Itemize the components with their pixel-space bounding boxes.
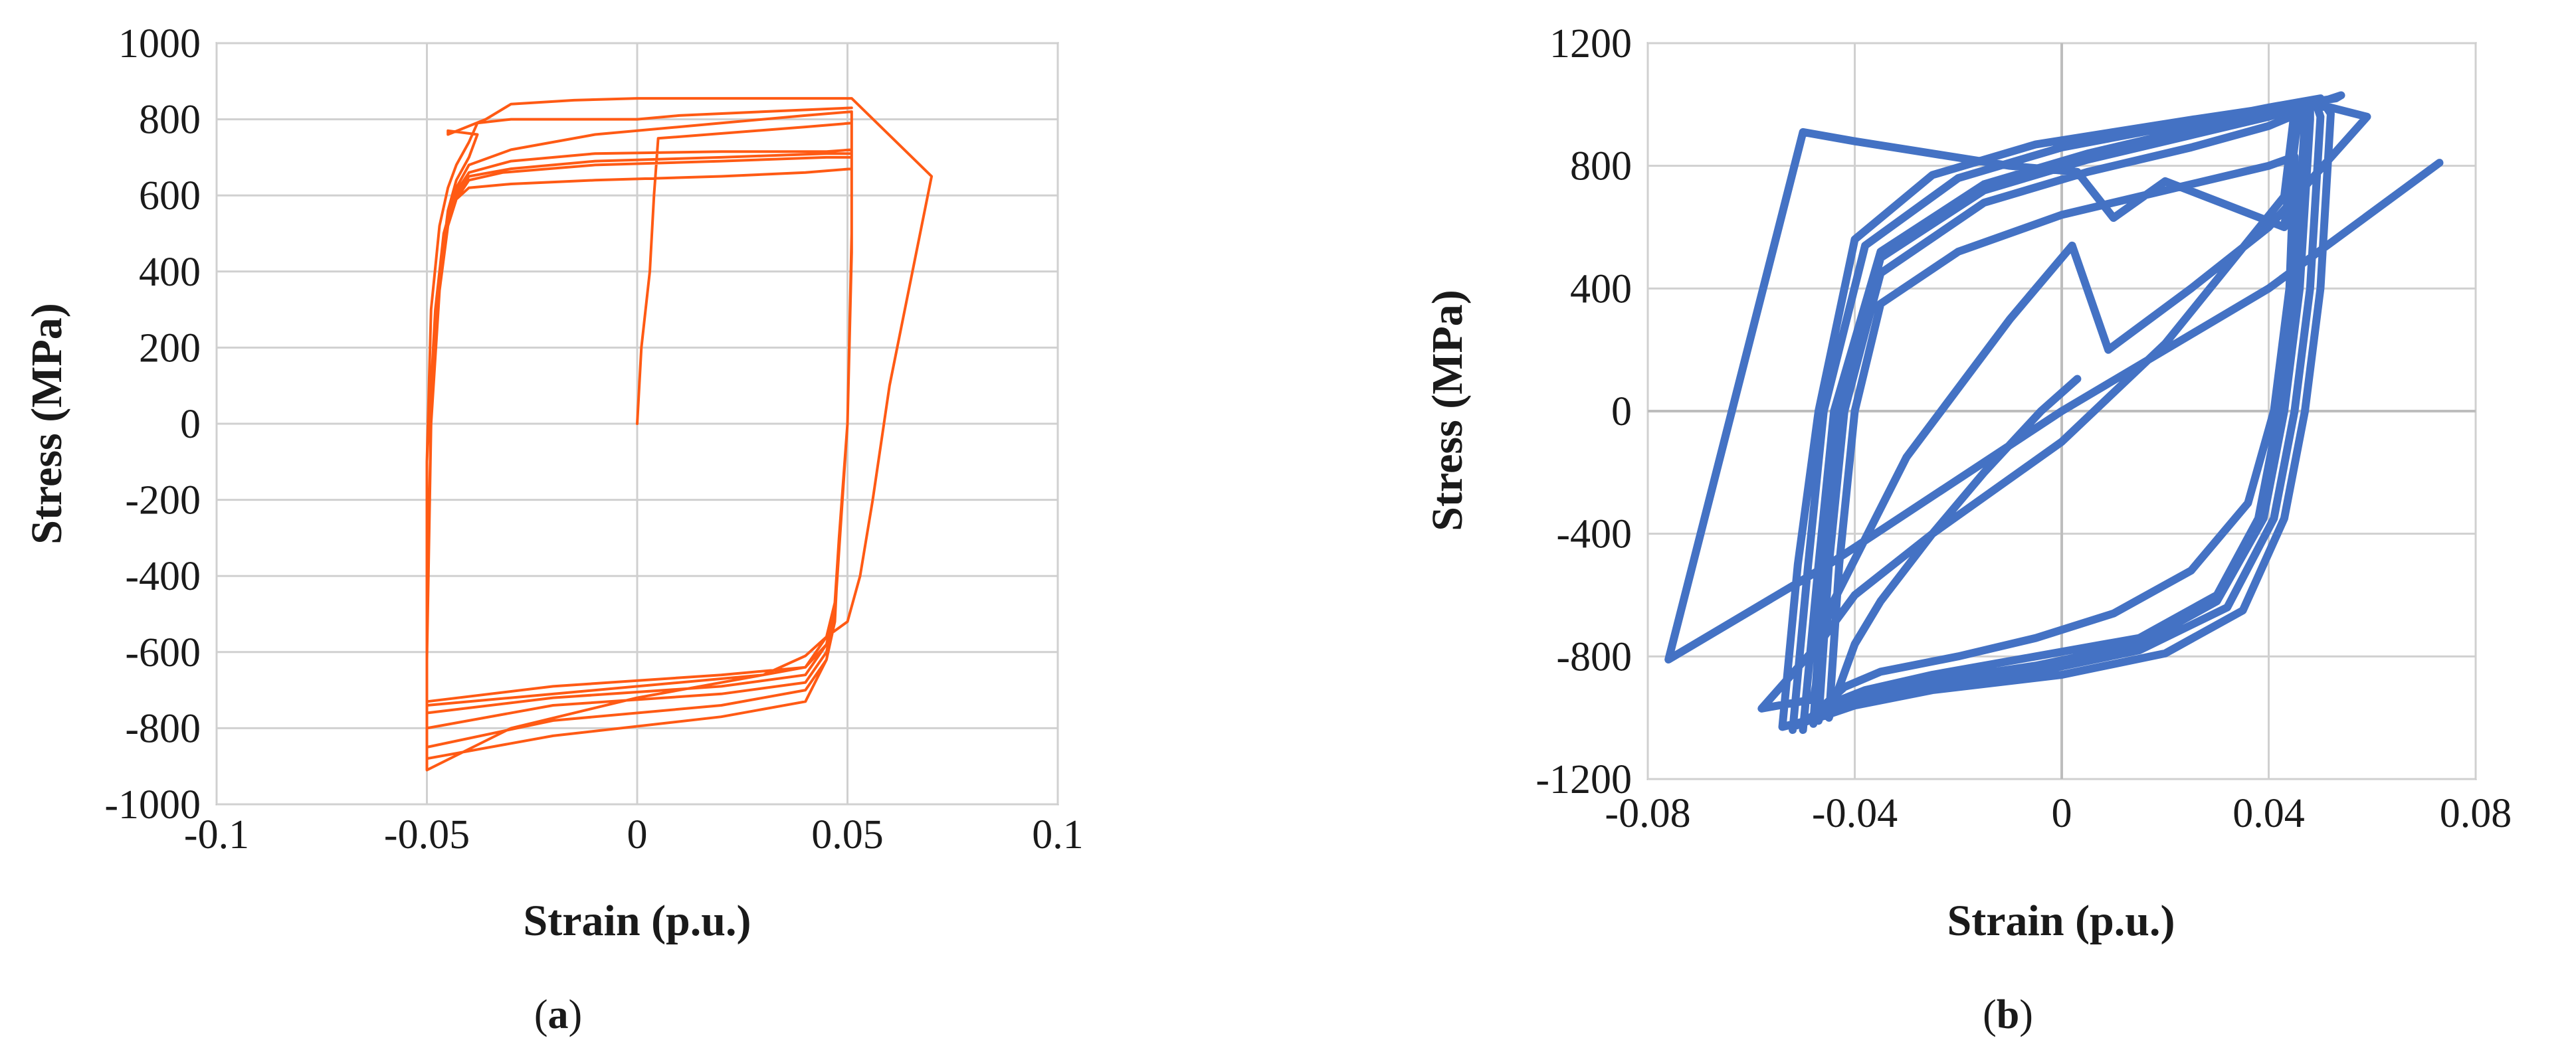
y-tick-label-b: -1200 <box>1536 757 1632 802</box>
y-tick-label-a: 400 <box>139 250 201 295</box>
y-tick-label-a: -800 <box>125 706 201 751</box>
x-axis-title-a: Strain (p.u.) <box>524 897 751 945</box>
panel-caption-b: (b) <box>1983 992 2033 1037</box>
series-line-b <box>1664 91 2444 735</box>
x-tick-label-a: 0 <box>627 812 648 857</box>
y-tick-label-b: 1200 <box>1549 21 1632 66</box>
x-tick-label-a: 0.05 <box>811 812 884 857</box>
y-tick-label-b: 400 <box>1570 266 1632 311</box>
series-line-a <box>425 97 934 772</box>
x-tick-label-b: 0.04 <box>2232 791 2305 836</box>
x-tick-label-a: -0.05 <box>384 812 470 857</box>
y-tick-label-b: -800 <box>1556 634 1632 679</box>
panel-label-b: b <box>1997 992 2019 1037</box>
x-axis-title-b: Strain (p.u.) <box>1947 897 2175 945</box>
y-tick-label-a: 200 <box>139 325 201 371</box>
x-tick-label-a: -0.1 <box>184 812 249 857</box>
chart-panel-a: 1000 800 600 400 200 0 -200 -400 -600 -800 -1000 -… <box>23 21 1084 1037</box>
chart-panel-b: 1200 800 400 0 -400 -800 -1200 -0.08 -0.04 0 0.04… <box>1423 21 2512 1037</box>
y-tick-label-b: -400 <box>1556 512 1632 557</box>
y-tick-label-a: 600 <box>139 173 201 219</box>
panel-caption-a: (a) <box>534 992 582 1037</box>
x-tick-label-b: 0 <box>2052 791 2072 836</box>
x-tick-label-b: -0.04 <box>1812 791 1898 836</box>
y-tick-label-a: 800 <box>139 98 201 143</box>
x-tick-label-b: 0.08 <box>2440 791 2512 836</box>
y-axis-title-a: Stress (MPa) <box>23 303 71 545</box>
y-tick-label-a: 0 <box>180 402 201 447</box>
x-tick-label-b: -0.08 <box>1605 791 1690 836</box>
y-tick-label-a: -600 <box>125 630 201 675</box>
y-tick-label-a: 1000 <box>118 21 201 66</box>
x-tick-label-a: 0.1 <box>1032 812 1084 857</box>
y-tick-label-a: -200 <box>125 478 201 523</box>
panel-label-a: a <box>548 992 569 1037</box>
y-tick-label-a: -400 <box>125 554 201 599</box>
y-tick-label-b: 0 <box>1611 389 1632 434</box>
y-axis-title-b: Stress (MPa) <box>1423 290 1472 531</box>
y-tick-label-a: -1000 <box>104 782 201 828</box>
y-tick-label-b: 800 <box>1570 144 1632 189</box>
